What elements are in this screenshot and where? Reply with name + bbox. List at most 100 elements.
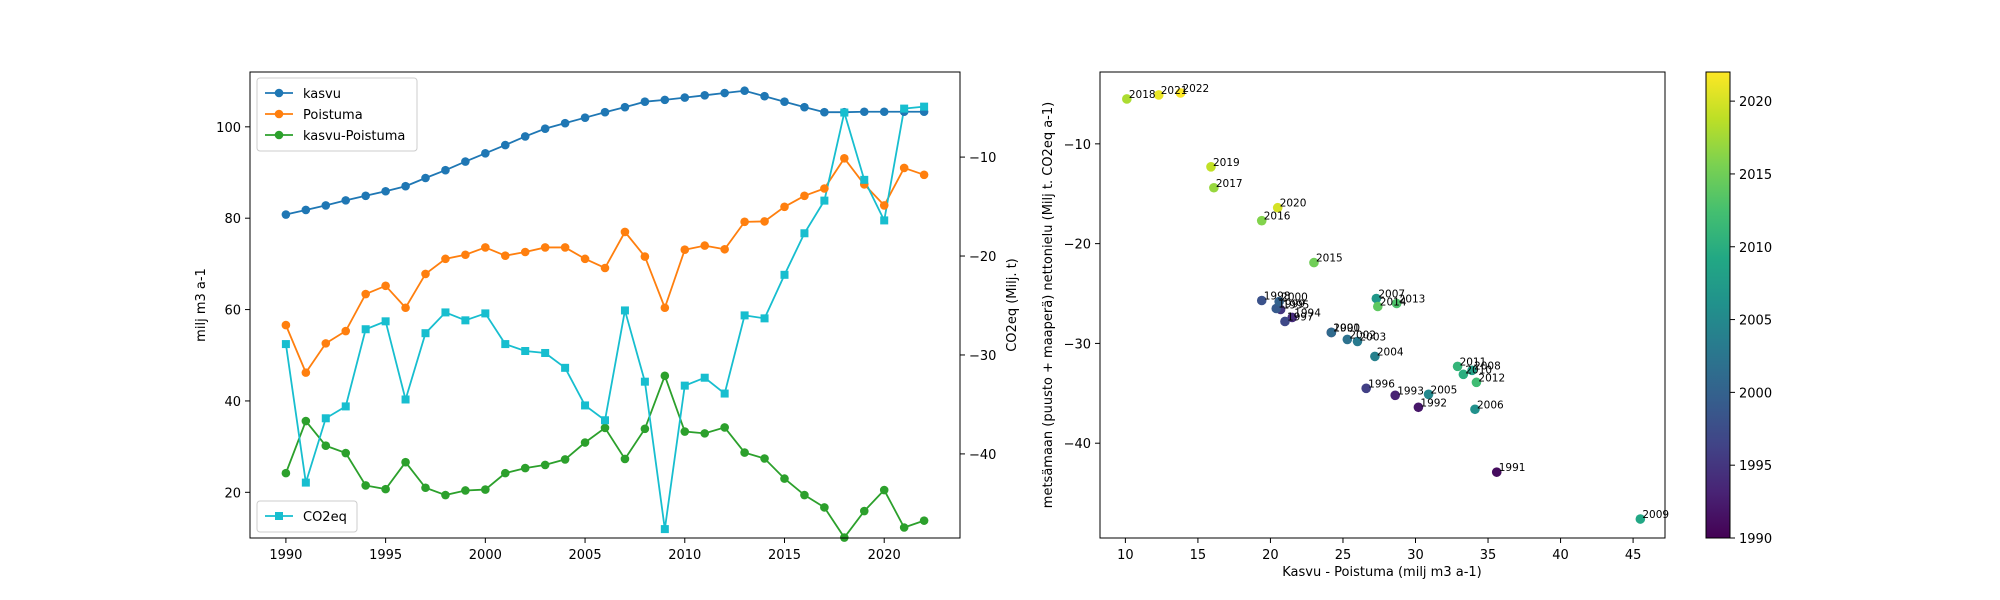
series-point	[800, 102, 809, 112]
series-point	[740, 217, 749, 227]
series-point	[560, 243, 570, 252]
series-point	[780, 474, 789, 483]
series-point	[421, 483, 430, 493]
series-point	[760, 217, 769, 226]
colorbar-tick-label: 2015	[1739, 168, 1772, 183]
series-point	[720, 389, 729, 398]
point-label: 2019	[1213, 157, 1240, 169]
series-point	[800, 490, 809, 500]
series-point	[541, 348, 550, 357]
series-point	[441, 254, 450, 264]
series-point	[560, 455, 570, 464]
scatter-point	[1309, 257, 1319, 268]
series-point	[401, 457, 410, 467]
series-point	[301, 368, 311, 377]
point-label: 2014	[1380, 296, 1407, 308]
series-point	[760, 91, 769, 101]
series-point	[581, 401, 590, 410]
series-point	[381, 186, 390, 196]
x-tick-label: 35	[1480, 548, 1497, 563]
series-point	[859, 107, 869, 117]
legend-label: Poistuma	[303, 108, 363, 123]
scatter-point	[1413, 402, 1424, 413]
y-tick-label: −10	[1064, 138, 1091, 153]
scatter-point	[1256, 215, 1267, 226]
y-tick-label: 40	[224, 395, 241, 410]
series-point	[900, 104, 909, 113]
series-point	[880, 216, 889, 225]
series-point	[321, 339, 331, 348]
series-point	[879, 201, 889, 210]
colorbar-tick-label: 2000	[1739, 386, 1772, 401]
x-tick-label: 2020	[868, 548, 901, 563]
x-tick-label: 20	[1262, 548, 1279, 563]
colorbar-gradient	[1705, 71, 1731, 539]
x-tick-label: 40	[1552, 548, 1569, 563]
scatter-point	[1361, 383, 1371, 394]
x-tick-label: 2010	[668, 548, 701, 563]
series-point	[361, 325, 370, 334]
series-point	[421, 269, 430, 279]
series-point	[421, 173, 430, 183]
legend-label: kasvu	[303, 87, 341, 102]
point-label: 2020	[1280, 198, 1307, 210]
x-tick-label: 30	[1407, 548, 1424, 563]
series-point	[820, 184, 829, 193]
colorbar: 1990 1995 2000 2005 2010 2015 2020	[1705, 71, 1772, 547]
series-point	[920, 102, 929, 111]
point-label: 2001	[1333, 322, 1360, 334]
colorbar-tick-label: 1990	[1739, 532, 1772, 547]
series-point	[341, 196, 351, 205]
scatter-point	[1272, 202, 1283, 213]
series-point	[560, 118, 570, 128]
y-right-tick-label: −40	[969, 448, 996, 463]
series-point	[760, 454, 769, 463]
series-point	[600, 263, 610, 273]
scatter-point	[1256, 295, 1267, 306]
series-point	[441, 308, 450, 317]
point-label: 1998	[1264, 291, 1291, 303]
series-point	[481, 309, 490, 318]
scatter-chart-ylabel: metsämaan (puusto + maaperä) nettonielu …	[1041, 102, 1056, 508]
point-label: 2013	[1399, 294, 1426, 306]
y-tick-label: 100	[216, 121, 241, 136]
series-point	[620, 306, 629, 315]
series-point	[600, 423, 610, 433]
point-label: 2007	[1378, 289, 1405, 301]
scatter-point	[1423, 389, 1434, 400]
y-tick-label: 20	[224, 486, 241, 501]
series-point	[680, 427, 690, 436]
series-point	[640, 377, 649, 386]
series-point	[780, 97, 789, 106]
series-point	[700, 241, 710, 250]
series-point	[660, 371, 670, 381]
series-point	[840, 108, 849, 117]
scatter-point	[1280, 316, 1290, 327]
series-point	[381, 281, 390, 291]
series-point	[700, 91, 710, 100]
line-chart-frame	[249, 71, 961, 539]
point-label: 1994	[1294, 307, 1321, 319]
colorbar-tick-label: 2010	[1739, 241, 1772, 256]
scatter-point	[1153, 90, 1164, 100]
series-point	[820, 196, 829, 205]
scatter-point	[1391, 298, 1402, 309]
legend-box	[256, 500, 358, 533]
scatter-point	[1467, 365, 1477, 376]
series-point	[660, 95, 670, 105]
point-label: 2022	[1183, 83, 1210, 95]
series-point	[580, 254, 590, 264]
series-point	[461, 316, 470, 325]
series-point	[600, 107, 610, 117]
scatter-point	[1206, 161, 1216, 172]
series-point	[780, 270, 789, 279]
x-tick-label: 1995	[369, 548, 402, 563]
series-point	[500, 251, 510, 260]
scatter-point	[1635, 514, 1646, 524]
series-point	[640, 252, 650, 261]
scatter-point	[1122, 94, 1132, 104]
series-point	[879, 485, 889, 495]
y-tick-label: −20	[1064, 238, 1091, 253]
series-point	[740, 86, 749, 96]
